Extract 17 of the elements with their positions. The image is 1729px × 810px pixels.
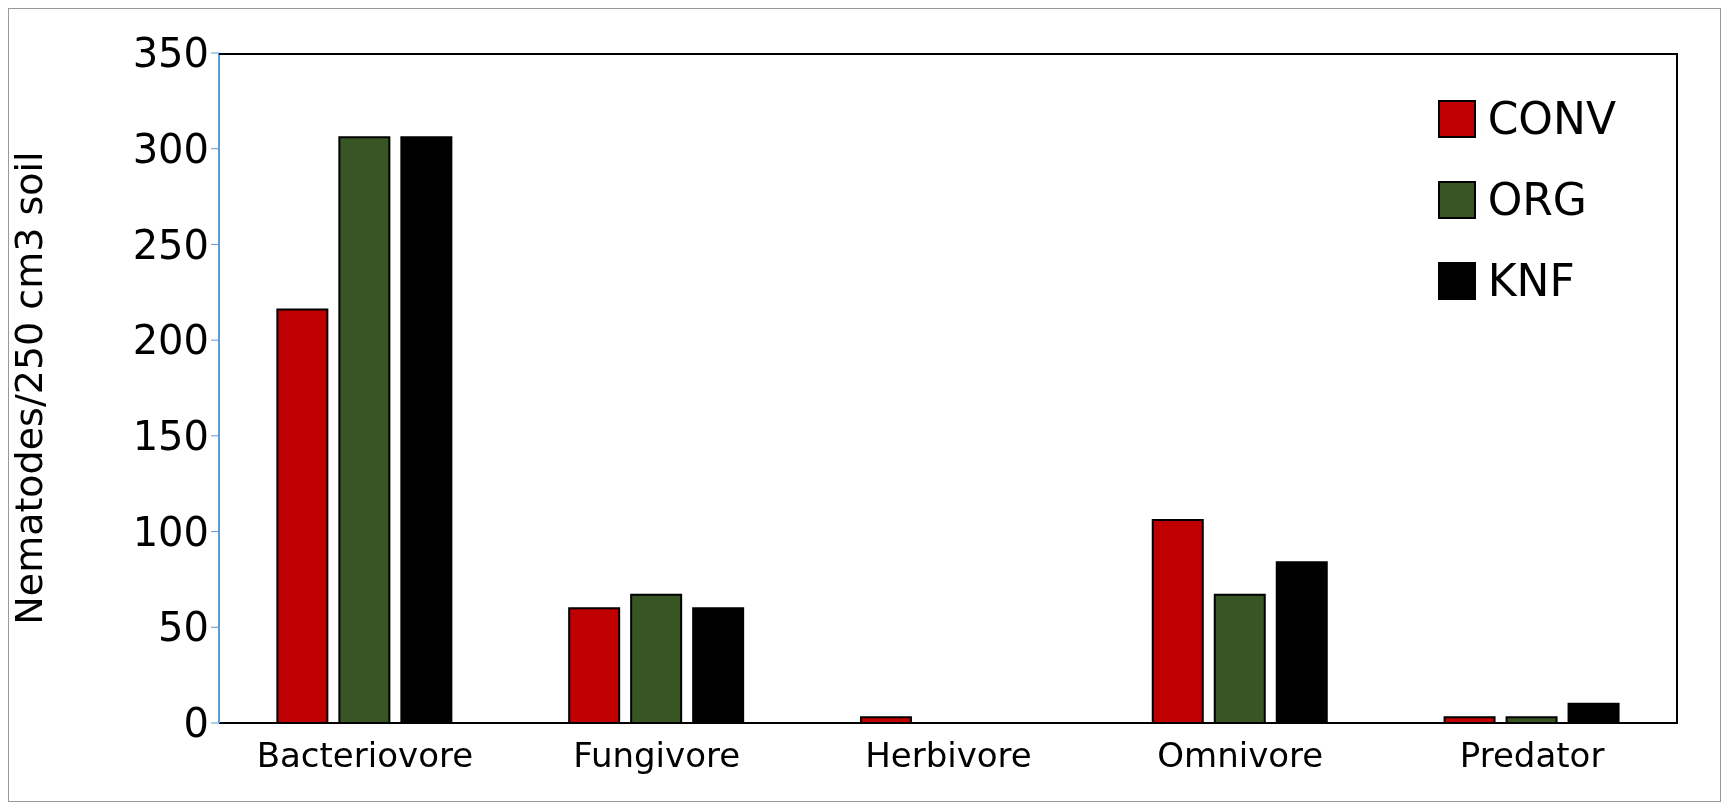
y-tick-label: 350 [132,30,209,77]
x-tick-label: Herbivore [865,735,1032,776]
legend-label: ORG [1487,174,1587,225]
y-tick-label: 0 [183,700,209,747]
legend-label: CONV [1487,93,1616,144]
y-tick-label: 300 [132,125,209,172]
y-axis-title: Nematodes/250 cm3 soil [7,151,52,625]
y-tick-label: 150 [132,413,209,460]
legend-label: KNF [1487,255,1575,306]
x-tick-label: Predator [1459,735,1605,776]
y-tick-label: 250 [132,221,209,268]
y-tick-label: 200 [132,317,209,364]
x-tick-label: Bacteriovore [256,735,474,776]
y-tick-label: 100 [132,508,209,555]
x-tick-label: Fungivore [573,735,741,776]
x-tick-label: Omnivore [1157,735,1324,776]
y-tick-label: 50 [158,604,209,651]
